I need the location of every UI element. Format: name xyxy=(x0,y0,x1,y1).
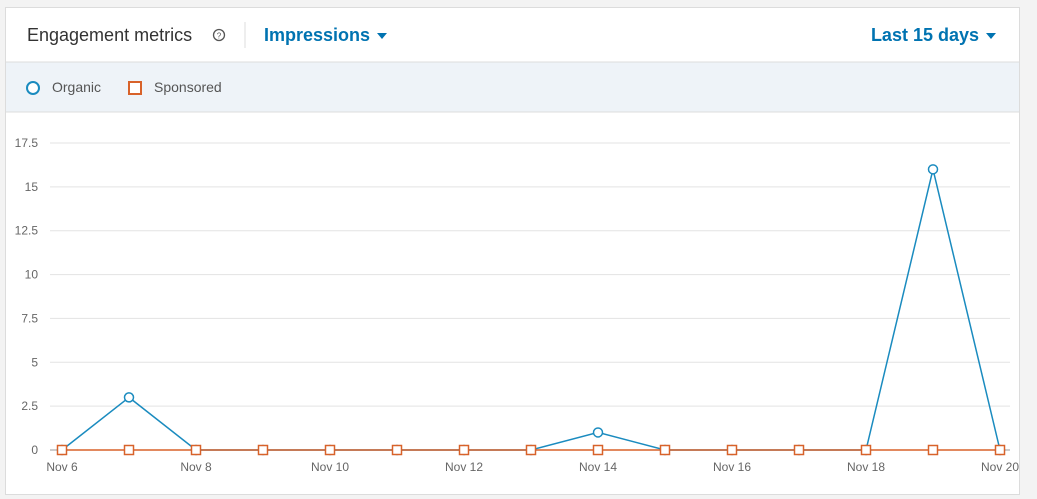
x-tick-label: Nov 14 xyxy=(579,460,617,474)
point xyxy=(123,392,135,403)
point xyxy=(56,444,68,456)
y-tick-label: 12.5 xyxy=(15,224,39,238)
metric-label[interactable]: Impressions xyxy=(264,25,370,45)
x-tick-label: Nov 12 xyxy=(445,460,483,474)
point xyxy=(726,444,738,456)
legend-label: Organic xyxy=(52,79,101,95)
point xyxy=(123,444,135,456)
y-tick-label: 15 xyxy=(25,180,39,194)
point xyxy=(525,444,537,456)
x-tick-label: Nov 16 xyxy=(713,460,751,474)
y-tick-label: 10 xyxy=(25,268,39,282)
legend-label: Sponsored xyxy=(154,79,222,95)
metric-dropdown[interactable]: Impressions xyxy=(264,25,387,45)
y-tick-label: 17.5 xyxy=(15,136,39,150)
legend-band xyxy=(6,62,1019,112)
legend-item[interactable]: Sponsored xyxy=(128,79,222,95)
help-icon[interactable]: ? xyxy=(212,28,226,42)
panel-title: Engagement metrics xyxy=(27,25,192,45)
legend-marker xyxy=(26,81,40,95)
x-tick-label: Nov 18 xyxy=(847,460,885,474)
point xyxy=(190,444,202,456)
legend-item[interactable]: Organic xyxy=(26,79,101,95)
point xyxy=(927,444,939,456)
point xyxy=(257,444,269,456)
y-tick-label: 5 xyxy=(31,355,38,369)
point xyxy=(324,444,336,456)
point xyxy=(860,444,872,456)
y-tick-label: 7.5 xyxy=(21,311,38,325)
x-tick-label: Nov 10 xyxy=(311,460,349,474)
x-tick-label: Nov 6 xyxy=(46,460,78,474)
y-tick-label: 0 xyxy=(31,443,38,457)
y-tick-label: 2.5 xyxy=(21,399,38,413)
x-tick-label: Nov 20 xyxy=(981,460,1019,474)
point xyxy=(994,444,1006,456)
point xyxy=(592,444,604,456)
x-tick-label: Nov 8 xyxy=(180,460,212,474)
point xyxy=(927,164,939,175)
point xyxy=(391,444,403,456)
range-label[interactable]: Last 15 days xyxy=(871,25,979,45)
range-dropdown[interactable]: Last 15 days xyxy=(871,25,996,45)
point xyxy=(592,427,604,438)
point xyxy=(659,444,671,456)
svg-text:?: ? xyxy=(217,32,222,41)
legend-marker xyxy=(128,81,142,95)
series-line xyxy=(61,169,1001,451)
point xyxy=(458,444,470,456)
point xyxy=(793,444,805,456)
